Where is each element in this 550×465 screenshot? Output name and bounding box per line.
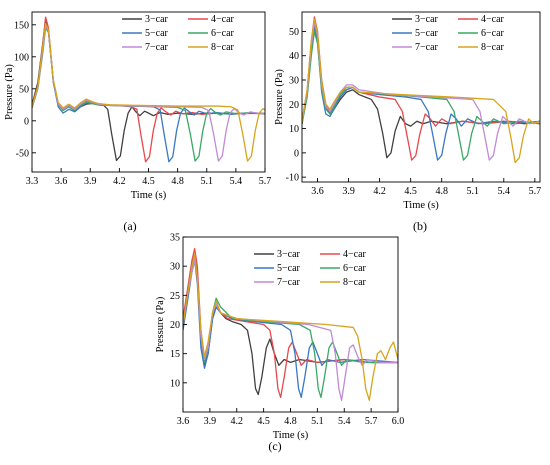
y-tick-label: 100 [14, 52, 29, 63]
x-tick-label: 3.9 [204, 416, 217, 427]
y-tick-label: 10 [289, 124, 299, 135]
legend-entry: 7−car [145, 42, 169, 53]
y-tick-label: 150 [14, 20, 29, 31]
legend: 3−car 4−car 5−car 6−car 7−car 8−car [392, 14, 505, 53]
y-tick-label: 20 [289, 100, 299, 111]
series-group [302, 16, 540, 164]
series-line-3-car [183, 253, 398, 396]
y-tick-label: -10 [286, 173, 299, 184]
legend-entry: 7−car [415, 42, 439, 53]
y-tick-label: 0 [24, 116, 29, 127]
legend-entry: 8−car [481, 42, 505, 53]
y-axis-label: Pressure (Pa) [274, 69, 285, 125]
x-tick-label: 5.4 [230, 176, 243, 187]
legend-entry: 3−car [145, 14, 169, 25]
y-tick-label: 20 [170, 320, 180, 331]
x-tick-label: 5.1 [201, 176, 214, 187]
x-axis-label: Time (s) [131, 190, 167, 201]
x-tick-label: 4.5 [142, 176, 155, 187]
series-line-8-car [32, 22, 265, 162]
panel-label: (c) [268, 439, 281, 453]
x-tick-label: 3.9 [84, 176, 97, 187]
legend-entry: 6−car [211, 28, 235, 39]
x-tick-label: 4.2 [373, 186, 386, 197]
series-line-8-car [183, 253, 398, 401]
panel-a: 3.3 3.6 3.9 4.2 4.5 4.8 5.1 5.4 5.7 -50 0 50 100 150 T… [4, 11, 272, 233]
legend-entry: 4−car [211, 14, 235, 25]
legend-entry: 5−car [145, 28, 169, 39]
x-tick-label: 5.7 [259, 176, 272, 187]
legend-entry: 5−car [415, 28, 439, 39]
x-tick-label: 6.0 [392, 416, 405, 427]
legend-entry: 8−car [343, 277, 367, 288]
series-line-3-car [302, 18, 540, 159]
y-tick-label: -50 [16, 148, 29, 159]
x-tick-label: 5.7 [529, 186, 542, 197]
series-line-6-car [183, 253, 398, 399]
series-line-8-car [302, 18, 540, 164]
legend-entry: 7−car [277, 277, 301, 288]
legend-entry: 5−car [277, 263, 301, 274]
x-tick-label: 5.4 [338, 416, 351, 427]
y-tick-label: 40 [289, 51, 299, 62]
panel-label: (a) [123, 219, 136, 233]
y-tick-label: 25 [170, 291, 180, 302]
legend-entry: 6−car [343, 263, 367, 274]
panel-b: 3.6 3.9 4.2 4.5 4.8 5.1 5.4 5.7 -10 0 10 20 30 40 50 Ti… [274, 11, 542, 233]
x-tick-label: 4.8 [171, 176, 184, 187]
y-tick-label: 50 [19, 84, 29, 95]
x-tick-label: 3.6 [177, 416, 190, 427]
x-tick-label: 4.5 [404, 186, 417, 197]
y-axis-label: Pressure (Pa) [4, 64, 15, 120]
y-tick-label: 30 [289, 76, 299, 87]
x-tick-label: 3.6 [55, 176, 68, 187]
panel-c: 3.6 3.9 4.2 4.5 4.8 5.1 5.4 5.7 6.0 10 15 20 25 30 35 T… [155, 233, 404, 454]
y-tick-label: 0 [294, 148, 299, 159]
x-tick-label: 5.7 [365, 416, 378, 427]
x-tick-label: 4.5 [257, 416, 270, 427]
x-tick-label: 5.1 [466, 186, 479, 197]
legend: 3−car 4−car 5−car 6−car 7−car 8−car [122, 14, 235, 53]
x-tick-label: 4.2 [113, 176, 126, 187]
y-tick-label: 35 [170, 233, 180, 244]
y-tick-label: 15 [170, 349, 180, 360]
x-tick-label: 3.9 [342, 186, 355, 197]
plot-frame [301, 11, 541, 183]
legend-entry: 3−car [415, 14, 439, 25]
legend-entry: 8−car [211, 42, 235, 53]
series-line-3-car [32, 19, 265, 162]
x-tick-label: 5.1 [311, 416, 324, 427]
y-tick-label: 50 [289, 27, 299, 38]
x-tick-label: 3.3 [26, 176, 39, 187]
x-tick-label: 4.8 [284, 416, 297, 427]
y-tick-label: 30 [170, 262, 180, 273]
x-axis-label: Time (s) [403, 200, 439, 211]
series-group [183, 248, 398, 401]
y-axis-label: Pressure (Pa) [155, 296, 166, 352]
y-tick-label: 10 [170, 378, 180, 389]
legend-entry: 3−car [277, 249, 301, 260]
panel-label: (b) [413, 219, 427, 233]
legend-entry: 4−car [481, 14, 505, 25]
x-tick-label: 4.2 [231, 416, 244, 427]
legend-entry: 6−car [481, 28, 505, 39]
legend-entry: 4−car [343, 249, 367, 260]
legend: 3−car 4−car 5−car 6−car 7−car 8−car [254, 249, 367, 288]
x-tick-label: 3.6 [311, 186, 324, 197]
x-tick-label: 4.8 [435, 186, 448, 197]
x-tick-label: 5.4 [498, 186, 511, 197]
x-axis-label: Time (s) [273, 430, 309, 441]
series-group [32, 16, 265, 163]
